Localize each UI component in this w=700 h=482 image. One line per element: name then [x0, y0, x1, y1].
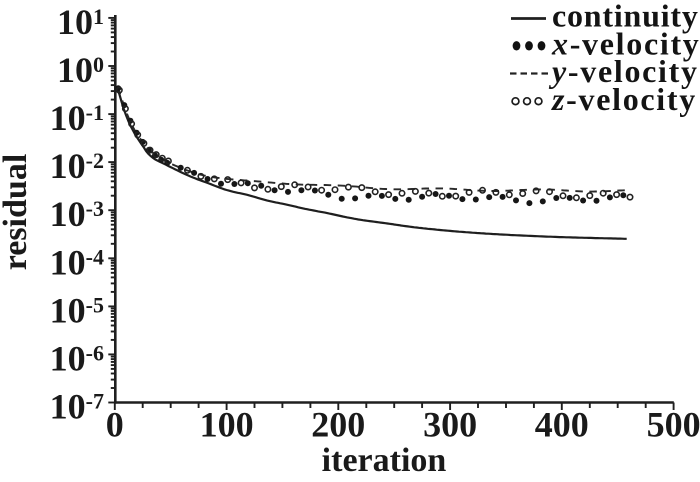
svg-text:400: 400 [535, 405, 589, 445]
svg-text:300: 300 [423, 405, 477, 445]
svg-text:y-velocity: y-velocity [548, 53, 699, 89]
svg-text:continuity: continuity [552, 0, 699, 34]
svg-text:z-velocity: z-velocity [551, 81, 697, 117]
svg-text:10-3: 10-3 [50, 194, 104, 234]
svg-text:x-velocity: x-velocity [551, 25, 700, 61]
svg-text:200: 200 [311, 405, 365, 445]
svg-text:residual: residual [0, 154, 34, 271]
svg-text:100: 100 [57, 50, 104, 90]
svg-text:500: 500 [647, 405, 700, 445]
svg-text:10-5: 10-5 [50, 290, 104, 330]
svg-text:iteration: iteration [322, 442, 447, 477]
svg-text:0: 0 [106, 405, 124, 445]
svg-text:100: 100 [200, 405, 254, 445]
